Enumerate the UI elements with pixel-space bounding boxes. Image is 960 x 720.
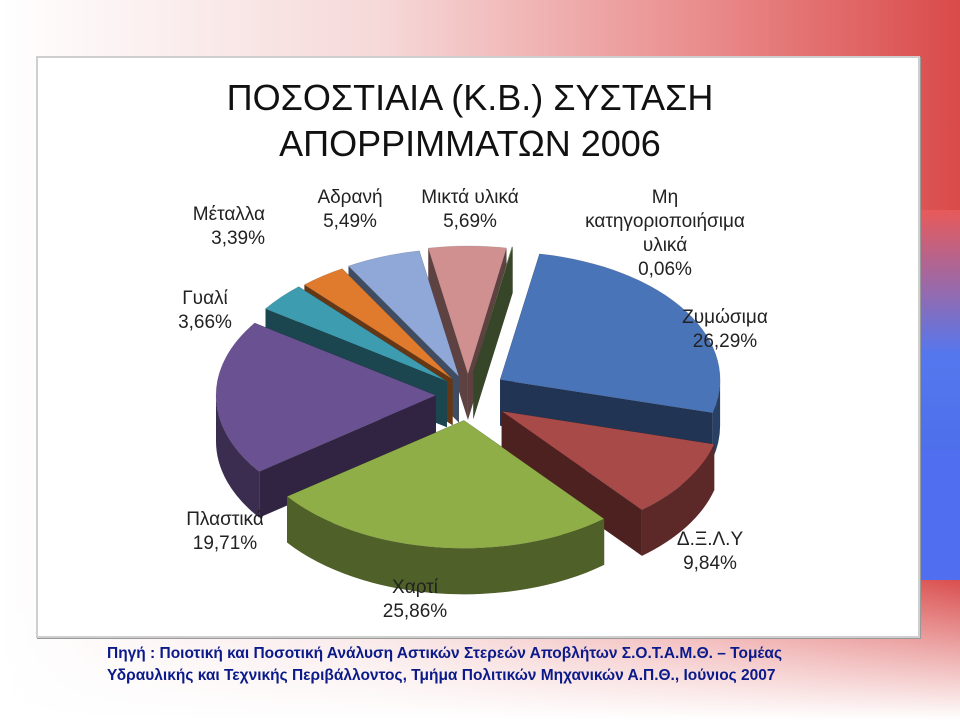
label-metalla: Μέταλλα 3,39% [170,203,265,251]
pie-slice-Μέταλλα [303,268,453,380]
pie-slice-Χαρτί [286,419,605,549]
label-adrani: Αδρανή 5,49% [300,186,400,234]
label-mikta: Μικτά υλικά 5,69% [405,186,535,234]
label-mi-katigoriopoiisima: Μη κατηγοριοποιήσιμα υλικά 0,06% [565,186,765,282]
pie-side-Πλαστικά-0 [216,395,260,518]
label-plastika: Πλαστικά 19,71% [170,508,280,556]
label-gyali: Γυαλί 3,66% [165,287,245,335]
pie-slice-Γυαλί [264,286,448,382]
label-adrani-name: Αδρανή [317,187,383,208]
label-mi-kat-line-2: κατηγοριοποιήσιμα [585,211,745,232]
background-accent-top [920,210,960,450]
pie-side-Χαρτί-0 [287,496,605,595]
label-mi-kat-value: 0,06% [638,259,692,280]
pie-side-Δ.Ξ.Λ.Υ-0 [641,444,715,556]
chart-title-line-2: ΑΠΟΡΡΙΜΜΑΤΩΝ 2006 [279,123,661,164]
label-dxly: Δ.Ξ.Λ.Υ 9,84% [660,528,760,576]
pie-side-Ζυμώσιμα-0 [712,379,721,459]
source-line-1: Πηγή : Ποιοτική και Ποσοτική Ανάλυση Αστ… [107,645,783,662]
label-metalla-name: Μέταλλα [192,204,265,225]
label-metalla-value: 3,39% [211,228,265,249]
label-plastika-name: Πλαστικά [186,509,264,530]
label-dxly-name: Δ.Ξ.Λ.Υ [676,529,744,550]
label-mi-kat-line-1: Μη [651,187,679,208]
label-zymosima-name: Ζυμώσιμα [682,307,768,328]
label-zymosima: Ζυμώσιμα 26,29% [675,306,775,354]
pie-wall-Πλαστικά-0 [259,395,437,518]
label-xarti-name: Χαρτί [392,577,438,598]
source-line-2: Υδραυλικής και Τεχνικής Περιβάλλοντος, Τ… [107,667,776,684]
chart-title-line-1: ΠΟΣΟΣΤΙΑΙΑ (Κ.Β.) ΣΥΣΤΑΣΗ [226,77,714,118]
pie-slice-Μικτά-υλικά [427,245,507,376]
pie-wall-Μη-κατηγοριοποιήσιμα-υλικά-1 [473,246,513,419]
source-note: Πηγή : Ποιοτική και Ποσοτική Ανάλυση Αστ… [107,643,867,687]
pie-wall-Δ.Ξ.Λ.Υ-1 [501,411,642,556]
pie-slice-Πλαστικά [215,322,437,472]
pie-slice-Ζυμώσιμα [499,253,721,414]
label-xarti: Χαρτί 25,86% [365,576,465,624]
pie-slice-Δ.Ξ.Λ.Υ [501,410,715,511]
label-mikta-name: Μικτά υλικά [421,187,519,208]
label-gyali-value: 3,66% [178,312,232,333]
label-gyali-name: Γυαλί [182,288,228,309]
pie-slice-Μη-κατηγοριοποιήσιμα-υλικά [473,246,514,373]
pie-slice-Αδρανή [347,250,460,377]
label-mikta-value: 5,69% [443,211,497,232]
label-adrani-value: 5,49% [323,211,377,232]
label-plastika-value: 19,71% [192,533,258,554]
label-zymosima-value: 26,29% [692,331,758,352]
label-xarti-value: 25,86% [382,601,448,622]
label-dxly-value: 9,84% [683,553,737,574]
label-mi-kat-line-3: υλικά [642,235,688,256]
